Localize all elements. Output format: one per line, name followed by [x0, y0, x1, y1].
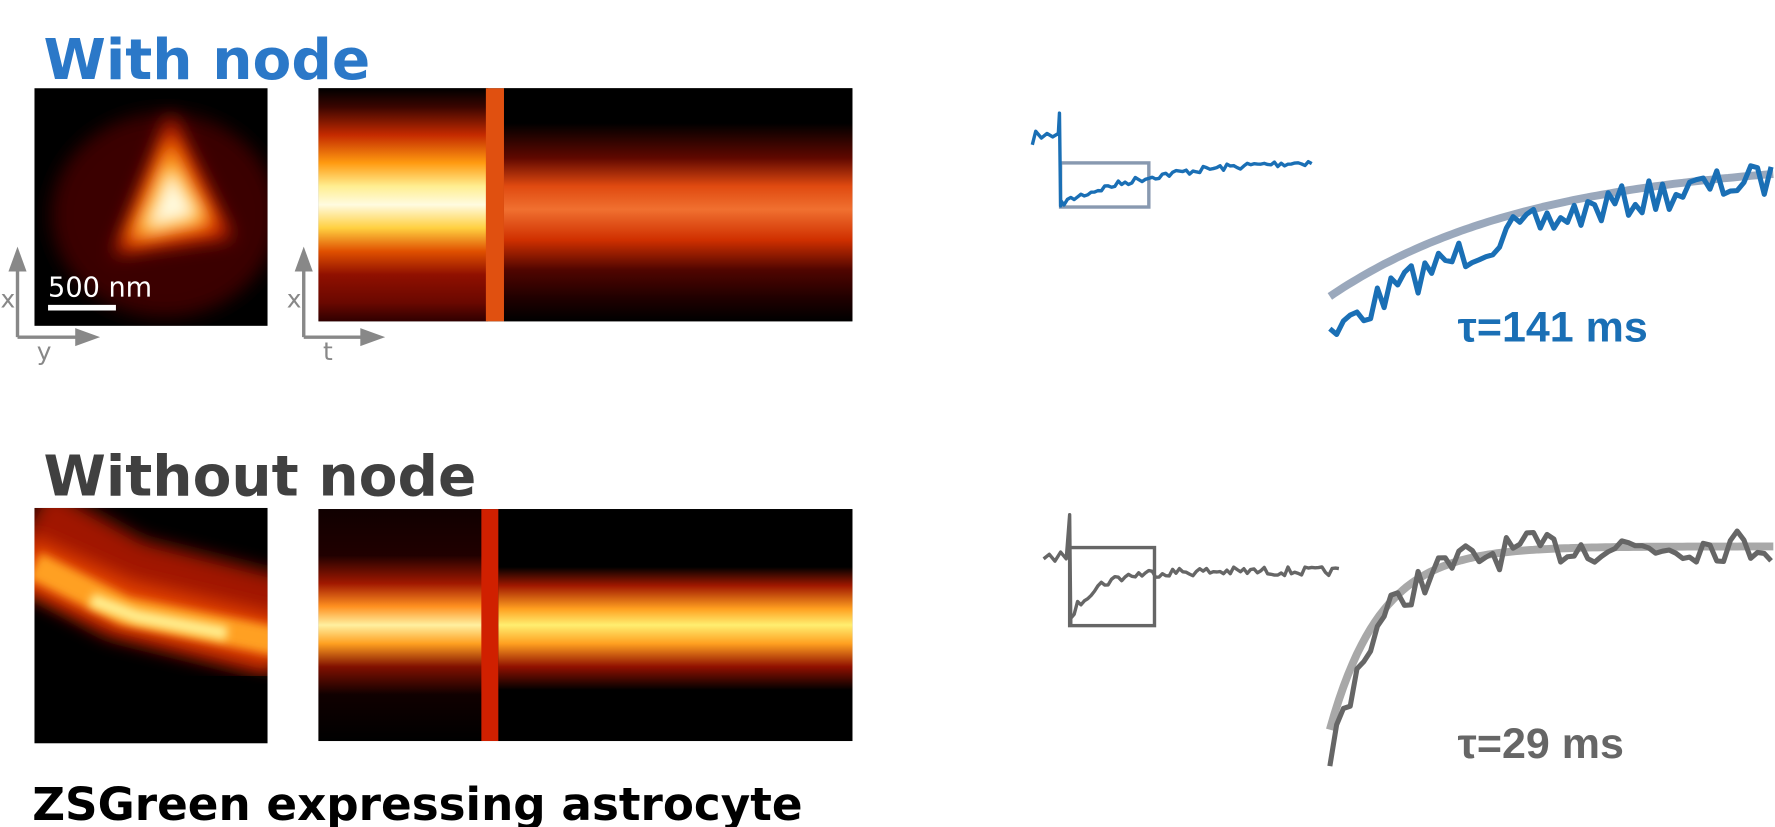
kymo-stim	[481, 509, 498, 741]
trace	[1044, 515, 1339, 625]
axis-label: t	[323, 337, 333, 366]
axis-label: x	[287, 285, 302, 314]
panel-title: Without node	[44, 444, 477, 510]
axis-label: y	[37, 337, 52, 366]
arrowhead	[360, 328, 385, 346]
arrowhead	[75, 328, 100, 346]
kymo-band	[318, 509, 482, 741]
arrowhead	[295, 247, 313, 272]
fit-curve	[1330, 546, 1773, 729]
zoom-box	[1070, 548, 1155, 626]
figure: With node 500 nm x y x t τ=141 ms Withou…	[0, 0, 1775, 827]
caption: ZSGreen expressing astrocyte	[32, 778, 802, 827]
tau-label: τ=141 ms	[1458, 304, 1648, 352]
tau-label: τ=29 ms	[1458, 720, 1624, 768]
body: With node 500 nm x y x t τ=141 ms Withou…	[0, 0, 1775, 827]
fit-curve	[1330, 174, 1773, 296]
page: Figure {"panels": [{"title": "With node"…	[0, 0, 1775, 827]
kymo-band	[498, 509, 852, 741]
trace	[1032, 113, 1311, 206]
arrowhead	[8, 247, 26, 272]
kymo-stim	[486, 88, 504, 321]
kymo-band	[318, 88, 488, 321]
kymo-band	[504, 88, 852, 321]
panel-title: With node	[44, 27, 371, 93]
axis-label: x	[1, 285, 16, 314]
scale-label: 500 nm	[48, 272, 152, 303]
